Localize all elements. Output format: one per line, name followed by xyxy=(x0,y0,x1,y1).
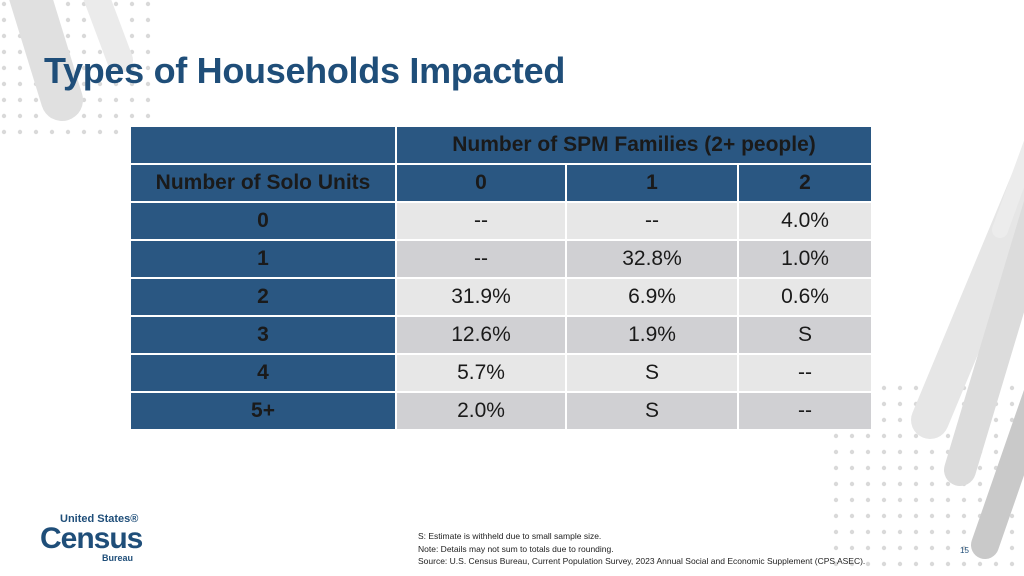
footnote-withheld: S: Estimate is withheld due to small sam… xyxy=(418,531,602,541)
corner-cell xyxy=(129,125,397,165)
table-row: 0 -- -- 4.0% xyxy=(129,201,874,241)
table-row: 3 12.6% 1.9% S xyxy=(129,315,874,355)
footnote-source: Source: U.S. Census Bureau, Current Popu… xyxy=(418,556,866,566)
diagonal-bars-top-left xyxy=(9,0,133,121)
table-cell: 4.0% xyxy=(736,201,874,241)
row-label: 3 xyxy=(129,315,397,355)
table-row: 1 -- 32.8% 1.0% xyxy=(129,239,874,279)
logo-census-wordmark: Census xyxy=(40,522,143,555)
table-cell: 1.0% xyxy=(736,239,874,279)
table-cell: 31.9% xyxy=(395,277,567,317)
logo-bureau: Bureau xyxy=(102,553,134,563)
row-label: 4 xyxy=(129,353,397,393)
column-label-0: 0 xyxy=(395,163,567,203)
table-cell: -- xyxy=(395,239,567,279)
table-cell: 2.0% xyxy=(395,391,567,431)
table-row: 5+ 2.0% S -- xyxy=(129,391,874,431)
table-cell: -- xyxy=(395,201,567,241)
footnotes: S: Estimate is withheld due to small sam… xyxy=(418,530,865,568)
table-row: 4 5.7% S -- xyxy=(129,353,874,393)
header-row-columns: Number of Solo Units 0 1 2 xyxy=(129,163,874,203)
slide-title: Types of Households Impacted xyxy=(44,50,566,91)
table-cell: 5.7% xyxy=(395,353,567,393)
column-label-2: 2 xyxy=(736,163,874,203)
column-label-1: 1 xyxy=(565,163,739,203)
group-header: Number of SPM Families (2+ people) xyxy=(394,125,874,165)
table-cell: -- xyxy=(736,391,874,431)
table-row: 2 31.9% 6.9% 0.6% xyxy=(129,277,874,317)
table-cell: 6.9% xyxy=(565,277,739,317)
table-cell: 0.6% xyxy=(736,277,874,317)
logo-united-states: United States® xyxy=(60,513,139,525)
page-number: 15 xyxy=(960,546,969,555)
row-header-label: Number of Solo Units xyxy=(129,163,397,203)
table-cell: S xyxy=(565,353,739,393)
header-row-group: Number of SPM Families (2+ people) xyxy=(129,125,874,165)
row-label: 5+ xyxy=(129,391,397,431)
row-label: 1 xyxy=(129,239,397,279)
row-label: 0 xyxy=(129,201,397,241)
diagonal-bars-right xyxy=(911,140,1024,559)
table-cell: S xyxy=(565,391,739,431)
table-cell: S xyxy=(736,315,874,355)
table-cell: 12.6% xyxy=(395,315,567,355)
table-cell: -- xyxy=(565,201,739,241)
row-label: 2 xyxy=(129,277,397,317)
table-cell: 1.9% xyxy=(565,315,739,355)
households-table: Number of SPM Families (2+ people) Numbe… xyxy=(129,125,874,431)
footnote-rounding: Note: Details may not sum to totals due … xyxy=(418,543,614,554)
table-cell: 32.8% xyxy=(565,239,739,279)
table-cell: -- xyxy=(736,353,874,393)
census-bureau-logo: United States® Census Bureau xyxy=(40,513,143,563)
